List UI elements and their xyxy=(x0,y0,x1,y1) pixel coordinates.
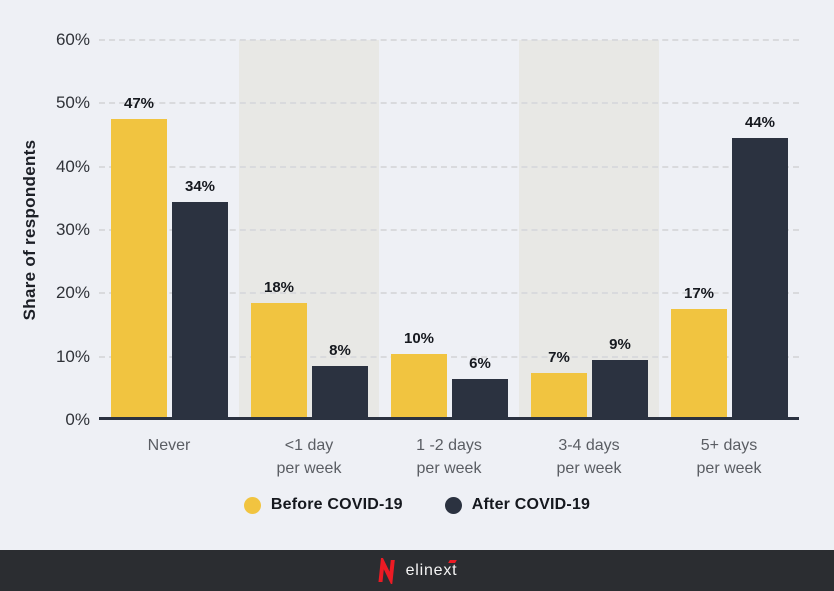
after-covid-bar xyxy=(592,360,648,417)
bar-value-label: 9% xyxy=(609,336,631,353)
gridline xyxy=(99,102,799,105)
after-covid-bar xyxy=(452,379,508,417)
plot-area: 47% 34% 18% 8% 10% 6% 7% 9% 17% 44% xyxy=(99,39,799,420)
y-tick-label: 40% xyxy=(55,156,90,176)
y-tick-label: 30% xyxy=(55,220,90,239)
before-covid-bar xyxy=(391,354,447,417)
legend-label: Before COVID-19 xyxy=(270,496,403,513)
legend-label: After COVID-19 xyxy=(471,496,591,513)
gridline xyxy=(99,229,799,231)
bar-group: 7% 9% xyxy=(519,40,659,417)
before-covid-bar xyxy=(251,303,307,417)
y-tick-label: 10% xyxy=(55,346,90,366)
bar-value-label: 18% xyxy=(263,279,295,296)
legend: Before COVID-19 After COVID-19 xyxy=(0,496,834,514)
x-category-label: 5+ days per week xyxy=(696,437,762,477)
y-tick-label: 50% xyxy=(55,93,90,113)
legend-item-before-covid: Before COVID-19 xyxy=(243,496,403,514)
bar-value-label: 44% xyxy=(744,114,776,131)
before-covid-bar xyxy=(671,309,727,417)
gridline xyxy=(99,292,799,295)
gridline xyxy=(99,39,799,41)
bar-group: 18% 8% xyxy=(239,40,379,417)
y-tick-label: 60% xyxy=(55,30,90,49)
legend-dot-icon xyxy=(444,496,462,514)
bar-value-label: 7% xyxy=(548,349,570,366)
elinext-wordmark: elinext xyxy=(405,561,458,579)
bar-group: 47% 34% xyxy=(99,40,239,417)
elinext-logo-text: elinext xyxy=(405,559,458,580)
before-covid-bar xyxy=(531,373,587,417)
y-tick-label: 20% xyxy=(55,283,90,303)
bar-group: 10% 6% xyxy=(379,40,519,417)
bar-value-label: 6% xyxy=(469,355,491,372)
before-covid-bar xyxy=(111,119,167,417)
gridline xyxy=(99,355,799,358)
bar-value-label: 34% xyxy=(184,178,216,195)
bar-value-label: 17% xyxy=(683,285,715,302)
bar-value-label: 47% xyxy=(123,95,155,112)
x-category-label: 1 -2 days per week xyxy=(416,437,482,477)
legend-dot-icon xyxy=(243,496,261,514)
y-tick-label: 0% xyxy=(65,410,90,429)
gridline xyxy=(99,165,799,168)
x-category-label: <1 day per week xyxy=(276,437,342,477)
elinext-logo-icon xyxy=(378,557,395,584)
bar-value-label: 10% xyxy=(403,330,435,347)
after-covid-bar xyxy=(312,366,368,417)
x-category-label: 3-4 days per week xyxy=(556,437,622,477)
legend-item-after-covid: After COVID-19 xyxy=(444,496,591,514)
after-covid-bar xyxy=(732,138,788,417)
bar-group: 17% 44% xyxy=(659,40,799,417)
footer-bar: elinext xyxy=(0,550,834,591)
bar-value-label: 8% xyxy=(329,342,351,359)
y-axis-ticks: 0% 10% 20% 30% 40% 50% 60% xyxy=(0,30,90,429)
x-category-label: Never xyxy=(147,437,191,454)
after-covid-bar xyxy=(172,202,228,417)
